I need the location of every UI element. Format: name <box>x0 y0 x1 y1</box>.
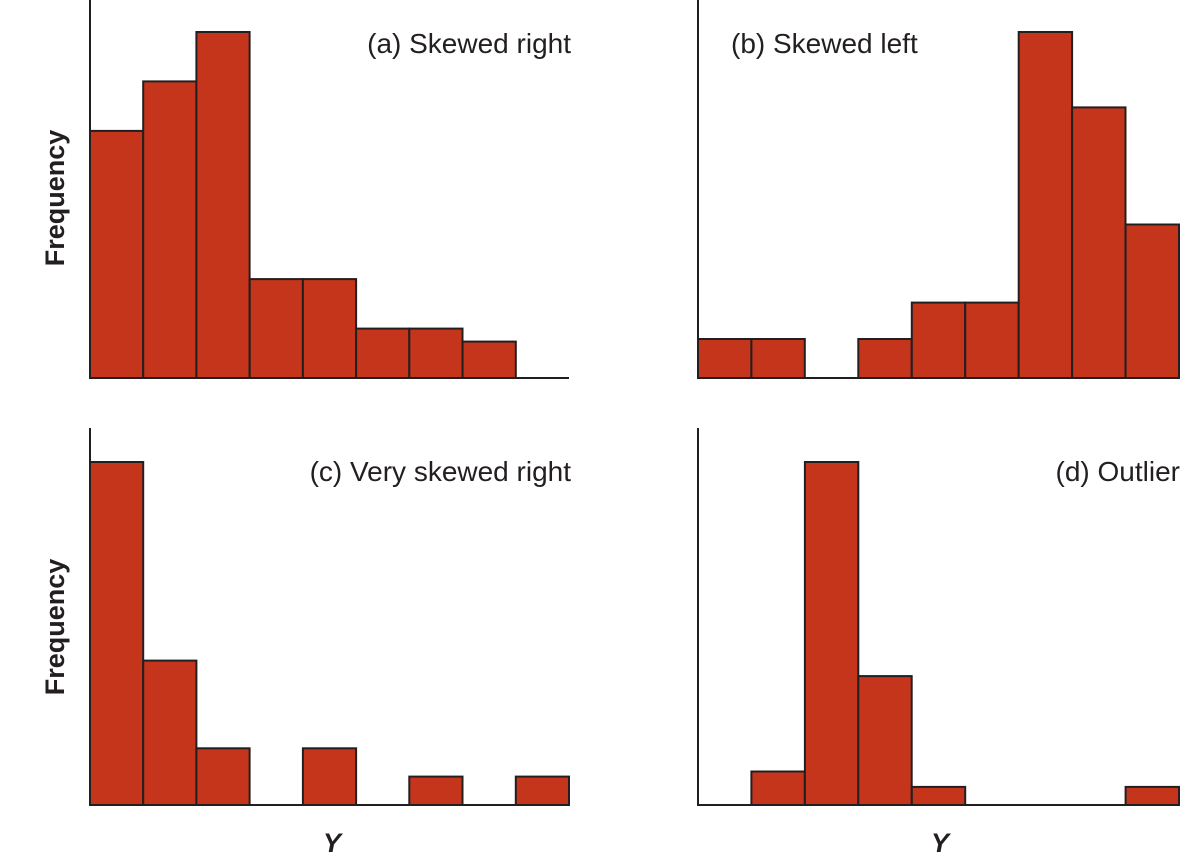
panel-a-bar-8 <box>461 340 517 380</box>
panel-d-bar-9 <box>1124 785 1180 807</box>
panel-d-axes <box>697 428 1179 806</box>
panel-a-bars <box>89 31 517 380</box>
x-axis-label-right: Y <box>931 828 952 858</box>
panel-b-title: (b) Skewed left <box>731 28 918 59</box>
panel-b-bar-2 <box>750 338 806 379</box>
panel-a-bar-4 <box>248 278 304 380</box>
panel-c-bar-2 <box>142 659 198 806</box>
panel-a-title: (a) Skewed right <box>367 28 571 59</box>
panel-c-axes <box>89 428 569 806</box>
panel-b-bar-5 <box>910 301 967 380</box>
panel-d-title: (d) Outlier <box>1056 456 1180 487</box>
panel-a-bar-5 <box>301 278 358 380</box>
panel-c-very-skewed-right: (c) Very skewed right <box>89 428 572 806</box>
panel-c-bars <box>89 461 570 806</box>
panel-b-bars <box>697 31 1180 380</box>
panel-d-bar-4 <box>857 675 913 806</box>
panel-d-bar-5 <box>910 785 967 807</box>
panel-b-bar-9 <box>1124 223 1180 379</box>
panel-b-bar-4 <box>857 338 913 379</box>
panel-d-bar-3 <box>803 461 860 806</box>
panel-d-bars <box>750 461 1180 807</box>
panel-d-outlier: (d) Outlier <box>697 428 1180 807</box>
panel-a-bar-6 <box>355 327 411 380</box>
panel-c-bar-3 <box>195 747 251 806</box>
panel-b-skewed-left: (b) Skewed left <box>697 0 1180 380</box>
panel-b-axes <box>697 0 1179 379</box>
panel-b-bar-7 <box>1017 31 1074 379</box>
panel-a-skewed-right: (a) Skewed right <box>89 0 571 380</box>
panel-a-bar-3 <box>195 31 251 379</box>
panel-b-bar-8 <box>1071 106 1127 380</box>
panel-a-bar-7 <box>408 327 464 380</box>
panel-b-bar-6 <box>964 301 1020 380</box>
y-axis-label-top: Frequency <box>40 130 70 267</box>
y-axis-label-bottom: Frequency <box>40 559 70 696</box>
panel-c-title: (c) Very skewed right <box>310 456 572 487</box>
panel-a-bar-2 <box>142 80 198 380</box>
x-axis-label-left: Y <box>323 828 344 858</box>
panel-b-bar-1 <box>697 338 753 379</box>
panel-d-bar-2 <box>750 770 806 806</box>
panel-c-bar-7 <box>408 775 464 806</box>
panel-a-axes <box>89 0 569 379</box>
panel-a-bar-1 <box>89 129 145 379</box>
panel-c-bar-5 <box>301 747 358 806</box>
panel-c-bar-9 <box>514 775 570 806</box>
panel-c-bar-1 <box>89 461 145 806</box>
